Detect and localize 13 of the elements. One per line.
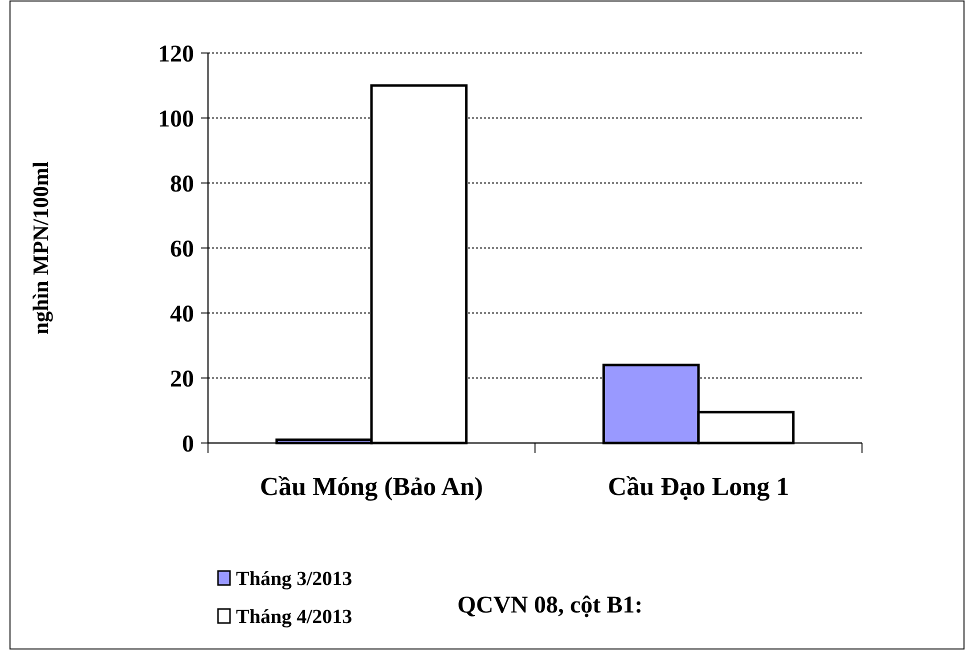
y-tick-label: 0 (182, 431, 194, 458)
legend-label: Tháng 3/2013 (236, 568, 352, 590)
x-tick-label: Cầu Móng (Bảo An) (260, 472, 484, 501)
y-tick-label: 20 (170, 366, 194, 392)
y-tick-label: 120 (158, 41, 194, 68)
y-tick-label: 100 (158, 106, 194, 132)
y-axis-title: nghìn MPN/100ml (28, 162, 53, 334)
legend-label: Tháng 4/2013 (236, 606, 352, 628)
y-tick-label: 60 (170, 236, 194, 262)
y-tick-label: 80 (170, 171, 194, 198)
text: QCVN 08, cột B1: (457, 592, 643, 618)
x-tick-label: Cầu Đạo Long 1 (608, 472, 790, 501)
y-tick-label: 40 (170, 301, 194, 328)
